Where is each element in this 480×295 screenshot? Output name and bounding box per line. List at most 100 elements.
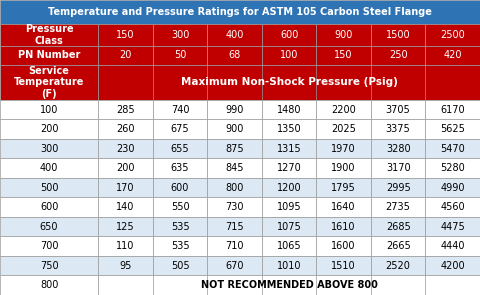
- Text: 2995: 2995: [386, 183, 410, 193]
- Bar: [98, 178, 153, 197]
- Bar: [316, 158, 371, 178]
- Text: 670: 670: [225, 261, 244, 271]
- Text: 4440: 4440: [441, 241, 465, 251]
- Text: 1510: 1510: [331, 261, 356, 271]
- Text: 750: 750: [40, 261, 59, 271]
- Text: 500: 500: [40, 183, 59, 193]
- Bar: [262, 256, 316, 276]
- Text: 1900: 1900: [331, 163, 356, 173]
- Bar: [262, 139, 316, 158]
- Bar: [262, 45, 316, 65]
- Bar: [153, 197, 207, 217]
- Bar: [207, 45, 262, 65]
- Bar: [98, 197, 153, 217]
- Bar: [425, 158, 480, 178]
- Bar: [207, 139, 262, 158]
- Bar: [425, 217, 480, 236]
- Bar: [207, 158, 262, 178]
- Bar: [0, 119, 98, 139]
- Bar: [316, 256, 371, 276]
- Text: 700: 700: [40, 241, 59, 251]
- Bar: [153, 178, 207, 197]
- Text: 110: 110: [116, 241, 135, 251]
- Bar: [425, 236, 480, 256]
- Text: 845: 845: [225, 163, 244, 173]
- Text: 2520: 2520: [386, 261, 410, 271]
- Text: 68: 68: [228, 50, 240, 60]
- Bar: [0, 45, 98, 65]
- Text: 100: 100: [280, 50, 298, 60]
- Text: 3170: 3170: [386, 163, 410, 173]
- Text: 650: 650: [40, 222, 59, 232]
- Text: 400: 400: [225, 30, 244, 40]
- Bar: [425, 45, 480, 65]
- Bar: [0, 256, 98, 276]
- Bar: [316, 100, 371, 119]
- Bar: [371, 158, 425, 178]
- Text: 1065: 1065: [277, 241, 301, 251]
- Text: 1010: 1010: [277, 261, 301, 271]
- Text: 1350: 1350: [277, 124, 301, 134]
- Bar: [0, 0, 480, 24]
- Text: 600: 600: [280, 30, 298, 40]
- Bar: [316, 178, 371, 197]
- Text: 125: 125: [116, 222, 135, 232]
- Bar: [262, 197, 316, 217]
- Bar: [262, 217, 316, 236]
- Text: 1795: 1795: [331, 183, 356, 193]
- Text: 3280: 3280: [386, 144, 410, 154]
- Bar: [262, 100, 316, 119]
- Text: 140: 140: [116, 202, 135, 212]
- Bar: [0, 24, 98, 45]
- Bar: [316, 24, 371, 45]
- Bar: [425, 100, 480, 119]
- Text: Pressure
Class: Pressure Class: [25, 24, 73, 45]
- Text: 1315: 1315: [277, 144, 301, 154]
- Text: 150: 150: [335, 50, 353, 60]
- Text: 3705: 3705: [386, 104, 410, 114]
- Text: 5625: 5625: [440, 124, 465, 134]
- Bar: [207, 119, 262, 139]
- Bar: [425, 119, 480, 139]
- Text: 3375: 3375: [386, 124, 410, 134]
- Text: 20: 20: [119, 50, 132, 60]
- Bar: [0, 65, 98, 100]
- Text: 250: 250: [389, 50, 408, 60]
- Text: Temperature and Pressure Ratings for ASTM 105 Carbon Steel Flange: Temperature and Pressure Ratings for AST…: [48, 7, 432, 17]
- Bar: [425, 178, 480, 197]
- Bar: [371, 139, 425, 158]
- Text: 800: 800: [225, 183, 244, 193]
- Bar: [207, 197, 262, 217]
- Bar: [316, 236, 371, 256]
- Bar: [98, 65, 480, 100]
- Bar: [425, 24, 480, 45]
- Bar: [207, 236, 262, 256]
- Bar: [153, 217, 207, 236]
- Text: 1500: 1500: [386, 30, 410, 40]
- Bar: [98, 236, 153, 256]
- Bar: [207, 178, 262, 197]
- Text: 600: 600: [171, 183, 189, 193]
- Text: 1970: 1970: [331, 144, 356, 154]
- Text: 2665: 2665: [386, 241, 410, 251]
- Bar: [262, 236, 316, 256]
- Bar: [262, 178, 316, 197]
- Text: 1270: 1270: [276, 163, 301, 173]
- Bar: [98, 139, 153, 158]
- Bar: [153, 24, 207, 45]
- Text: 2685: 2685: [386, 222, 410, 232]
- Text: 710: 710: [225, 241, 244, 251]
- Text: 300: 300: [40, 144, 58, 154]
- Text: 1480: 1480: [277, 104, 301, 114]
- Text: 200: 200: [40, 124, 59, 134]
- Text: 4990: 4990: [441, 183, 465, 193]
- Bar: [153, 100, 207, 119]
- Text: 800: 800: [40, 280, 58, 290]
- Text: 655: 655: [171, 144, 189, 154]
- Text: 260: 260: [116, 124, 135, 134]
- Bar: [0, 236, 98, 256]
- Bar: [98, 217, 153, 236]
- Text: 6170: 6170: [441, 104, 465, 114]
- Bar: [316, 119, 371, 139]
- Text: 4560: 4560: [441, 202, 465, 212]
